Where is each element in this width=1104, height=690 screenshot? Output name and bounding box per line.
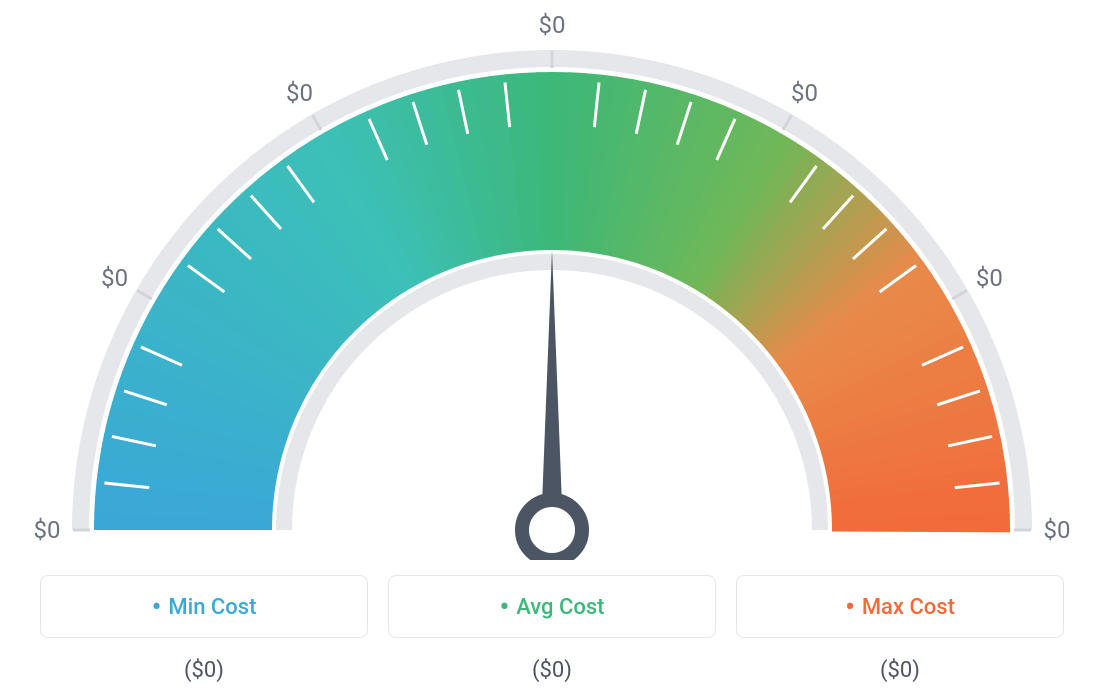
legend-max-label: Max Cost — [845, 595, 955, 620]
gauge-tick-label: $0 — [101, 264, 128, 292]
legend-avg: Avg Cost — [388, 575, 716, 638]
gauge-tick-label: $0 — [539, 11, 566, 39]
gauge-tick-label: $0 — [1044, 516, 1071, 544]
legend-min-value: ($0) — [40, 658, 368, 683]
legend-min-label: Min Cost — [152, 595, 257, 620]
legend-row: Min Cost Avg Cost Max Cost — [0, 575, 1104, 638]
gauge-chart: $0 $0 $0 $0 $0 $0 $0 — [0, 0, 1104, 560]
legend-min: Min Cost — [40, 575, 368, 638]
legend-max-value: ($0) — [736, 658, 1064, 683]
gauge-tick-label: $0 — [976, 264, 1003, 292]
legend-avg-label: Avg Cost — [499, 595, 604, 620]
gauge-tick-label: $0 — [286, 79, 313, 107]
gauge-tick-label: $0 — [791, 79, 818, 107]
gauge-svg — [0, 0, 1104, 560]
values-row: ($0) ($0) ($0) — [0, 640, 1104, 683]
gauge-tick-label: $0 — [34, 516, 61, 544]
legend-max: Max Cost — [736, 575, 1064, 638]
legend-avg-value: ($0) — [388, 658, 716, 683]
